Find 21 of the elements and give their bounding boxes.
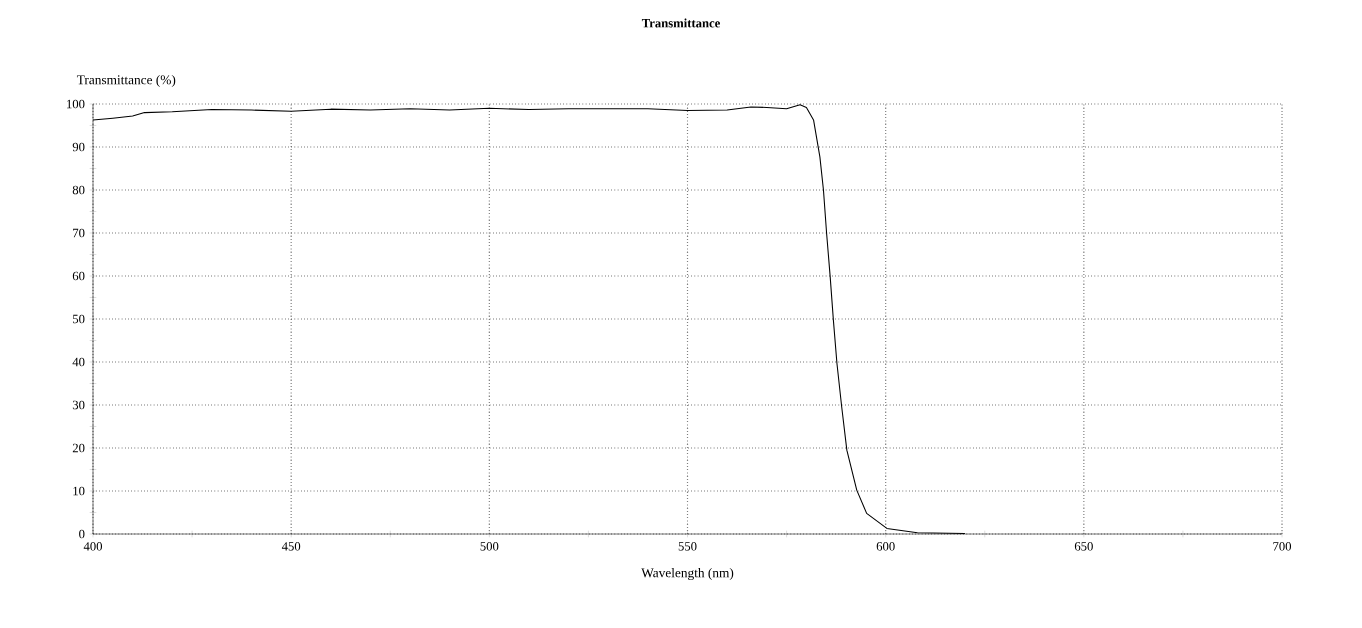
y-tick-label: 100	[67, 99, 85, 109]
x-tick-label: 450	[281, 542, 301, 551]
y-axis-title: Transmittance (%)	[76, 74, 176, 88]
y-tick-label: 60	[72, 271, 85, 281]
y-tick-label: 80	[72, 185, 85, 195]
x-tick-label: 500	[480, 542, 499, 551]
y-tick-label: 20	[72, 443, 85, 453]
y-tick-label: 0	[79, 529, 85, 539]
y-tick-label: 40	[72, 357, 85, 367]
y-tick-label: 50	[73, 314, 85, 324]
chart-title: Transmittance	[641, 18, 720, 28]
y-tick-label: 90	[72, 142, 85, 152]
x-tick-label: 700	[1273, 542, 1292, 551]
x-tick-label: 550	[678, 542, 697, 551]
y-tick-label: 10	[73, 486, 85, 496]
x-tick-label: 600	[876, 542, 895, 551]
x-axis-title: Wavelength (nm)	[641, 567, 734, 581]
x-tick-label: 650	[1074, 542, 1093, 551]
y-tick-label: 70	[73, 228, 85, 238]
x-tick-label: 400	[83, 542, 103, 551]
y-tick-label: 30	[72, 400, 85, 410]
